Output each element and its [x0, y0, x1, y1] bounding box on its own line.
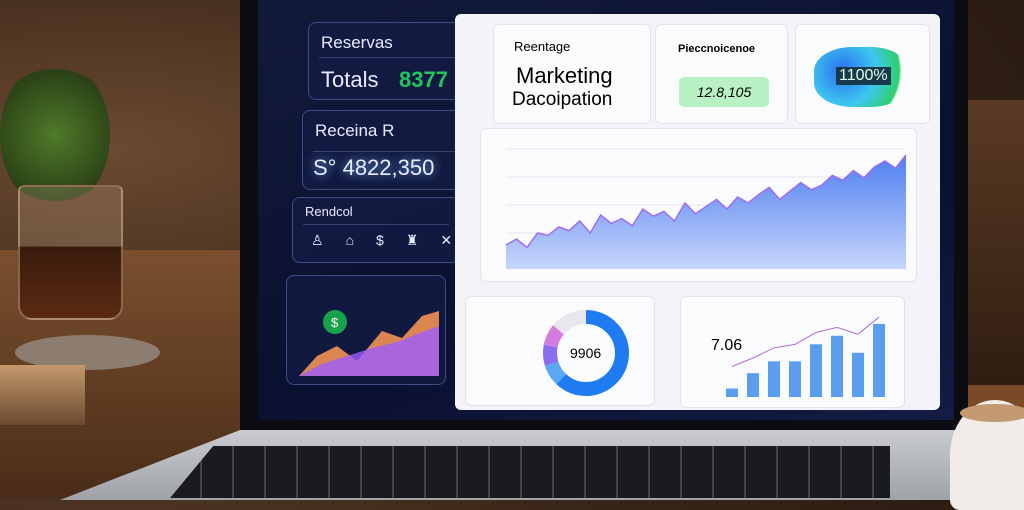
cake-icon[interactable]: ⌂ — [345, 232, 355, 248]
area-series-purple — [299, 326, 439, 376]
metric-label: Pieccnoicenoe — [678, 43, 756, 55]
header-title-line2: Dacoipation — [512, 89, 613, 110]
totals-label: Totals — [321, 67, 379, 92]
area-series — [506, 155, 906, 269]
header-title-line1: Marketing — [516, 63, 613, 88]
bar-chart — [726, 316, 885, 397]
bar — [747, 373, 759, 397]
marketing-header-card: Reentage Marketing Dacoipation — [493, 24, 651, 124]
metric-value: 12.8,105 — [679, 77, 769, 107]
metric-card: Pieccnoicenoe 12.8,105 — [655, 24, 788, 124]
bar — [852, 352, 864, 397]
bar — [789, 361, 801, 397]
person-icon[interactable]: ♙ — [311, 232, 324, 248]
bar — [726, 388, 738, 397]
divider — [313, 151, 455, 152]
bar — [768, 361, 780, 397]
divider — [319, 57, 455, 58]
receita-card[interactable]: Receina R S° 4822,350 — [302, 110, 466, 190]
bar-chart-card: 7.06 — [680, 296, 905, 408]
bar-chart-value: 7.06 — [711, 337, 743, 354]
blob-value: 1100% — [836, 67, 891, 85]
trend-line — [731, 316, 880, 367]
main-dashboard-panel: Reentage Marketing Dacoipation Pieccnoic… — [455, 14, 940, 410]
control-label: Rendcol — [305, 204, 353, 219]
blob-card: 1100% — [795, 24, 930, 124]
glass-of-tea — [18, 185, 123, 320]
area-chart-card — [480, 128, 917, 282]
dollar-icon — [323, 310, 347, 334]
donut-segment — [543, 310, 629, 396]
reservas-card[interactable]: Reservas Totals 8377 — [308, 22, 466, 100]
area-chart — [505, 148, 907, 269]
keyboard — [170, 446, 890, 498]
bar — [831, 335, 843, 397]
x-icon[interactable]: ✕ — [440, 232, 453, 248]
bar — [810, 344, 822, 397]
receita-value: S° 4822,350 — [313, 155, 435, 180]
header-subtitle: Reentage — [514, 39, 571, 54]
donut-chart — [543, 310, 629, 396]
receita-label: Receina R — [315, 121, 395, 140]
divider — [303, 224, 449, 225]
dollar-glyph: $ — [331, 315, 339, 330]
coin-icon[interactable]: $ — [376, 232, 384, 248]
saucer — [15, 335, 160, 370]
donut-card: 9906 — [465, 296, 655, 406]
bar — [873, 323, 885, 397]
books — [0, 365, 85, 425]
coffee-cup — [950, 400, 1024, 510]
donut-segment — [543, 310, 629, 396]
mini-area-chart: $ — [299, 310, 439, 376]
totals-value: 8377 — [399, 67, 448, 92]
donut-value: 9906 — [570, 345, 602, 361]
area-series-line — [505, 154, 907, 249]
bottle-icon[interactable]: ♜ — [405, 232, 419, 248]
reservas-label: Reservas — [321, 33, 393, 52]
mini-area-chart-card: $ — [286, 275, 446, 385]
control-card[interactable]: Rendcol ♙ ⌂ $ ♜ ✕ — [292, 197, 460, 263]
